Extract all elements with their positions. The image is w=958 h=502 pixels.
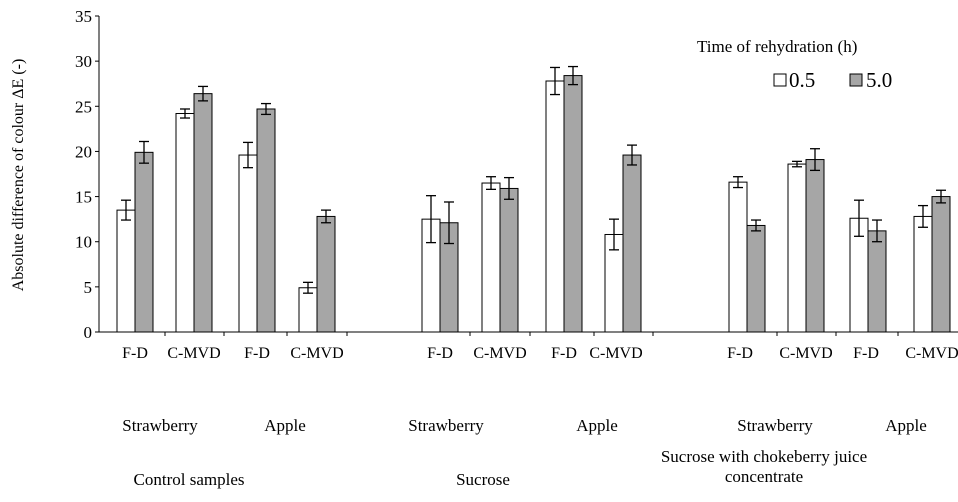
y-tick-label: 15 bbox=[75, 188, 92, 207]
bar-series-5-0 bbox=[622, 154, 642, 333]
x-tick-label: C-MVD bbox=[473, 345, 526, 362]
x-tick-label: C-MVD bbox=[290, 345, 343, 362]
subgroup-label: Strawberry bbox=[122, 416, 198, 435]
legend-label-0-5: 0.5 bbox=[789, 68, 815, 92]
x-tick-label: F-D bbox=[727, 345, 753, 362]
bar-series-0-5 bbox=[787, 163, 807, 333]
y-tick-label: 0 bbox=[84, 323, 93, 342]
x-tick-label: F-D bbox=[122, 345, 148, 362]
bar-series-0-5 bbox=[238, 154, 258, 333]
x-tick-label: F-D bbox=[853, 345, 879, 362]
subgroup-label: Apple bbox=[576, 416, 618, 435]
legend-title: Time of rehydration (h) bbox=[697, 37, 857, 56]
y-tick-label: 35 bbox=[75, 7, 92, 26]
bar-series-0-5 bbox=[116, 209, 136, 333]
bar-series-5-0 bbox=[931, 196, 951, 333]
x-tick-label: C-MVD bbox=[167, 345, 220, 362]
x-tick-label: C-MVD bbox=[779, 345, 832, 362]
y-tick-label: 10 bbox=[75, 233, 92, 252]
bar-series-0-5 bbox=[481, 182, 501, 333]
bar-series-0-5 bbox=[728, 181, 748, 333]
x-tick-label: F-D bbox=[244, 345, 270, 362]
group-label: Control samples bbox=[134, 470, 245, 489]
bar-series-0-5 bbox=[913, 215, 933, 333]
bar-series-0-5 bbox=[298, 287, 318, 333]
y-axis-label: Absolute difference of colour ΔE (-) bbox=[10, 59, 27, 292]
legend-swatch-0-5 bbox=[773, 73, 787, 87]
x-tick-label: C-MVD bbox=[905, 345, 958, 362]
bar-series-5-0 bbox=[134, 151, 154, 333]
bar-series-5-0 bbox=[193, 93, 213, 333]
subgroup-label: Apple bbox=[885, 416, 927, 435]
bar-series-0-5 bbox=[175, 113, 195, 333]
x-tick-label: F-D bbox=[551, 345, 577, 362]
x-tick-label: F-D bbox=[427, 345, 453, 362]
bar-series-5-0 bbox=[316, 215, 336, 333]
group-label: Sucrose bbox=[456, 470, 510, 489]
legend-label-5-0: 5.0 bbox=[866, 68, 892, 92]
bar-series-5-0 bbox=[805, 159, 825, 333]
bar-series-5-0 bbox=[867, 230, 887, 333]
bar-series-5-0 bbox=[256, 108, 276, 333]
bar-series-5-0 bbox=[499, 187, 519, 333]
subgroup-label: Strawberry bbox=[408, 416, 484, 435]
legend-swatch-5-0 bbox=[849, 73, 863, 87]
y-tick-label: 30 bbox=[75, 52, 92, 71]
y-tick-label: 20 bbox=[75, 142, 92, 161]
bar-series-5-0 bbox=[746, 224, 766, 333]
y-tick-label: 5 bbox=[84, 278, 93, 297]
x-tick-label: C-MVD bbox=[589, 345, 642, 362]
subgroup-label: Strawberry bbox=[737, 416, 813, 435]
group-label: concentrate bbox=[725, 467, 803, 486]
bar-series-0-5 bbox=[545, 80, 565, 333]
subgroup-label: Apple bbox=[264, 416, 306, 435]
group-label: Sucrose with chokeberry juice bbox=[661, 447, 867, 466]
y-tick-label: 25 bbox=[75, 97, 92, 116]
bar-series-5-0 bbox=[563, 75, 583, 333]
